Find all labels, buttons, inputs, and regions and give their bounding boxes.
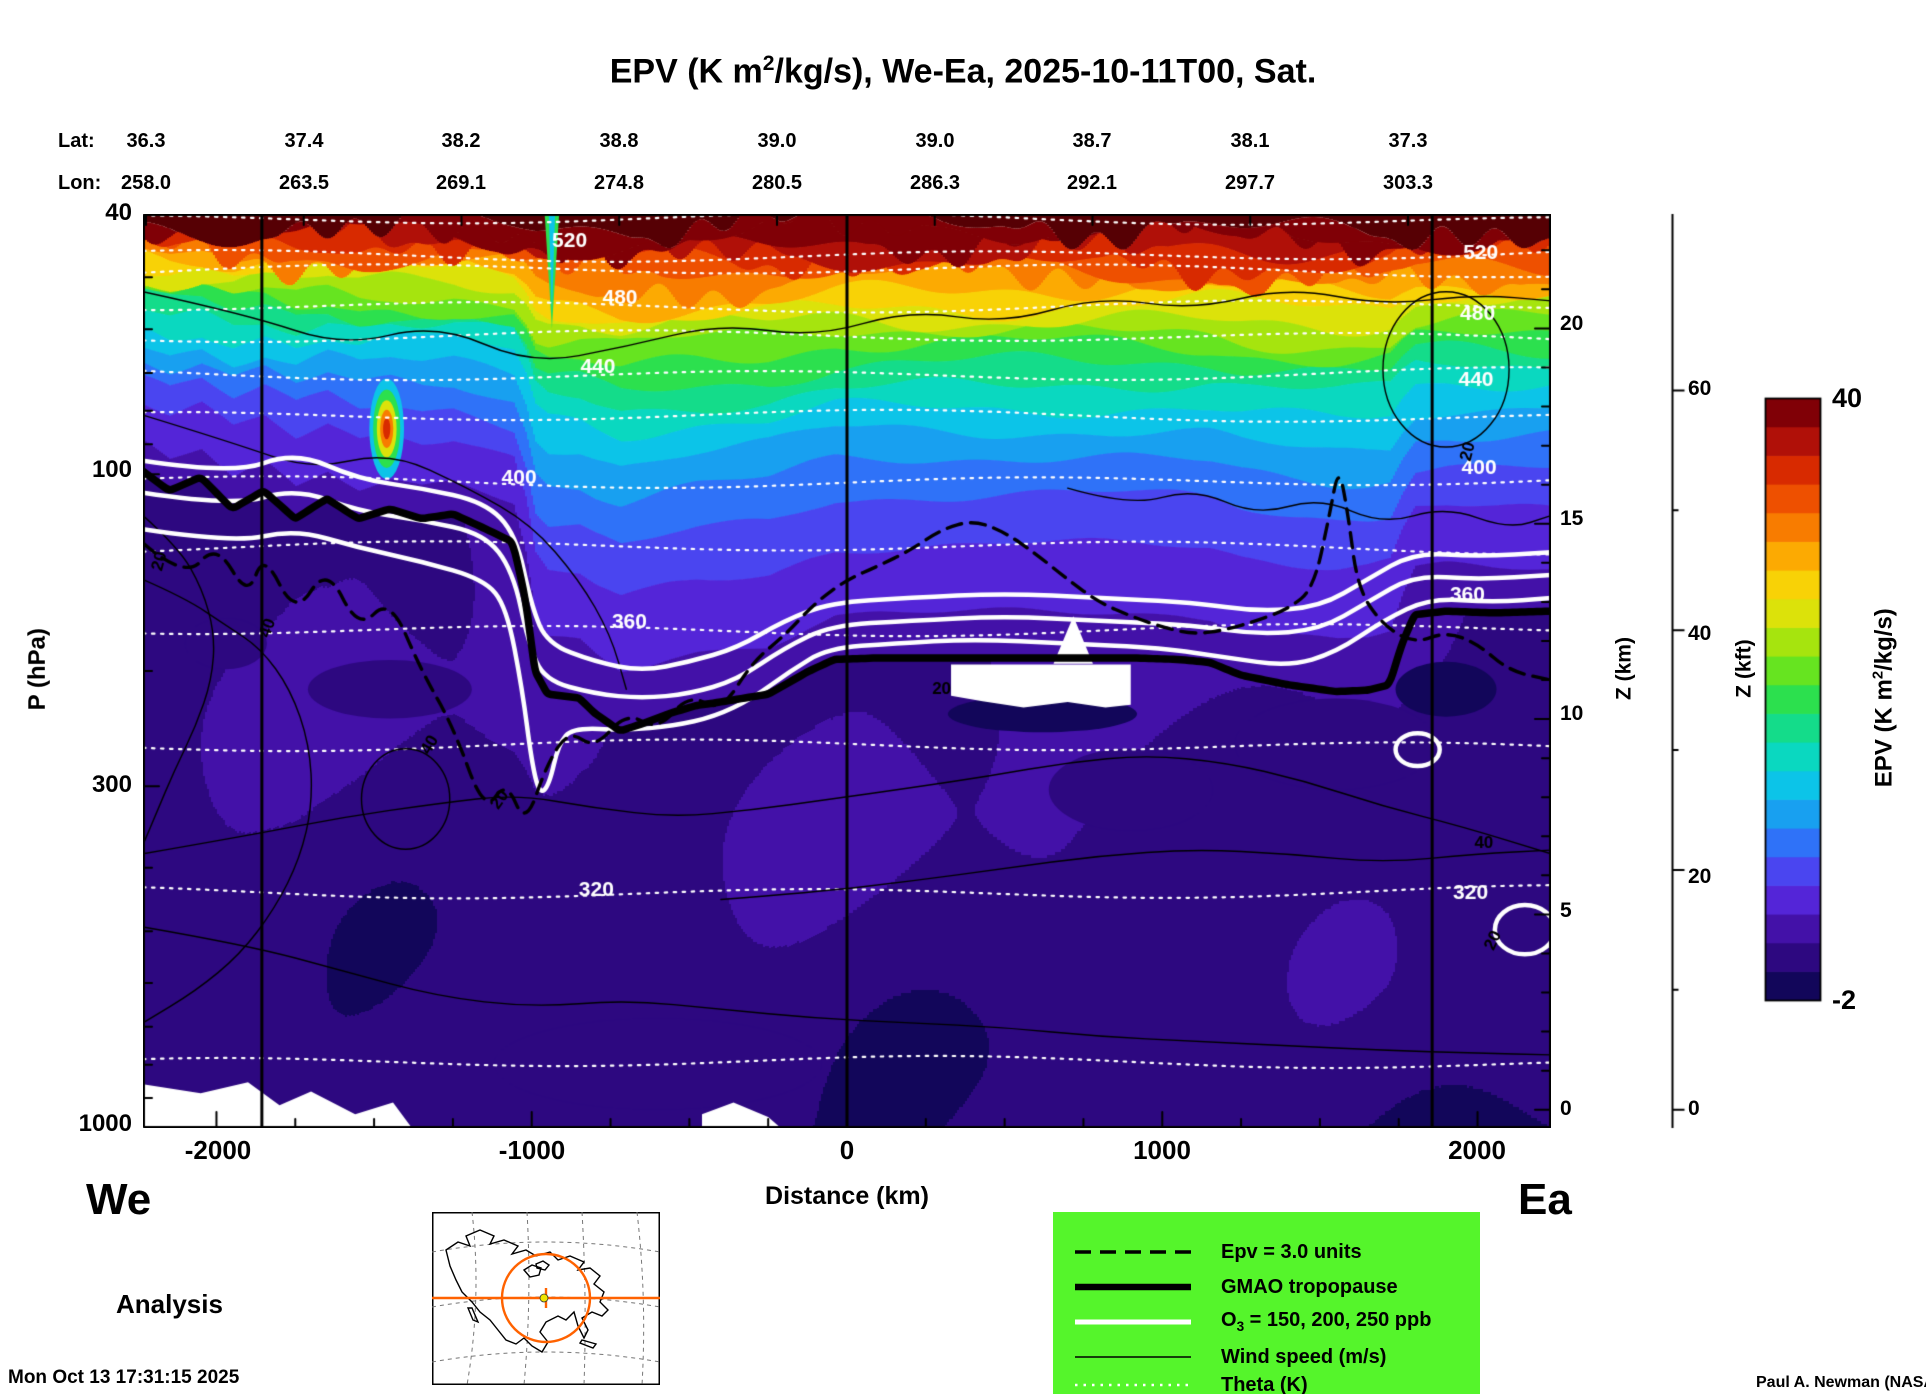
legend-label-ozone: O3 = 150, 200, 250 ppb [1221,1309,1431,1335]
lon-axis-label: Lon: [58,172,102,194]
lon-value: 263.5 [278,172,330,194]
legend-row-theta: Theta (K) [1073,1372,1308,1394]
pressure-tick-40: 40 [105,199,132,226]
colorbar-axis-label: EPV (K m2/kg/s) [1870,548,1897,848]
analysis-label: Analysis [116,1289,223,1319]
zkft-tick-40: 40 [1688,622,1712,645]
zkm-tick-20: 20 [1560,312,1584,335]
colorbar-label-sup: 2 [1870,670,1887,680]
lat-value: 37.3 [1388,130,1428,152]
dashed-line-icon [1075,1250,1191,1254]
map-range-ring [500,1252,592,1344]
lat-value: 36.3 [126,130,166,152]
title-prefix: EPV (K m [609,52,763,91]
credit: Paul A. Newman (NASA [1756,1374,1926,1391]
pressure-tick-1000: 1000 [78,1110,132,1137]
ozone-label-sub: 3 [1236,1319,1245,1335]
legend-row-tropopause: GMAO tropopause [1073,1274,1398,1300]
x-axis-label: Distance (km) [765,1182,929,1210]
zkft-tick-20: 20 [1688,865,1712,888]
legend-label-epv3: Epv = 3.0 units [1221,1241,1362,1263]
lat-value: 38.8 [599,130,639,152]
plot-canvas [143,214,1551,1128]
lon-value: 280.5 [751,172,803,194]
thick-line-icon [1075,1283,1191,1291]
title-sup: 2 [762,52,775,75]
zkft-tick-0: 0 [1688,1097,1700,1120]
colorbar-max-label: 40 [1832,383,1863,413]
x-tick--1000: -1000 [498,1135,566,1165]
dotted-line-icon [1075,1383,1191,1387]
colorbar-label-suffix: /kg/s) [1870,608,1898,671]
map-inset [431,1211,661,1386]
legend: Epv = 3.0 units GMAO tropopause O3 = 150… [1053,1212,1480,1394]
lat-value: 39.0 [757,130,797,152]
zkm-tick-5: 5 [1560,899,1572,922]
thin-line-icon [1075,1356,1191,1358]
x-tick-1000: 1000 [1133,1135,1191,1165]
lon-value: 303.3 [1382,172,1434,194]
lat-value: 38.2 [441,130,481,152]
pressure-tick-100: 100 [91,456,132,483]
legend-row-wind: Wind speed (m/s) [1073,1344,1386,1370]
x-tick-0: 0 [839,1135,855,1165]
lon-value: 297.7 [1224,172,1276,194]
legend-row-epv3: Epv = 3.0 units [1073,1239,1362,1265]
lon-value: 286.3 [909,172,961,194]
zkm-axis-label: Z (km) [1612,637,1636,701]
zkm-tick-10: 10 [1560,702,1584,725]
legend-label-wind: Wind speed (m/s) [1221,1346,1387,1368]
legend-label-theta: Theta (K) [1221,1374,1308,1394]
title-suffix: /kg/s), We-Ea, 2025-10-11T00, Sat. [774,52,1317,91]
page-title: EPV (K m2/kg/s), We-Ea, 2025-10-11T00, S… [0,52,1926,91]
lon-value: 269.1 [435,172,487,194]
colorbar-min-label: -2 [1832,985,1857,1015]
map-location-marker [539,1293,549,1303]
zkft-axis-label: Z (kft) [1732,639,1756,698]
map-coastline [445,1229,609,1353]
ozone-label-suffix: = 150, 200, 250 ppb [1244,1309,1432,1332]
x-tick--2000: -2000 [184,1135,252,1165]
zkm-tick-0: 0 [1560,1097,1572,1120]
lat-axis-label: Lat: [58,130,95,152]
west-endpoint-label: We [86,1175,152,1224]
lat-value: 37.4 [284,130,324,152]
ozone-label-prefix: O [1221,1309,1237,1332]
pressure-axis-label: P (hPa) [23,628,51,711]
zkft-tick-60: 60 [1688,377,1712,400]
lat-value: 38.7 [1072,130,1112,152]
white-line-icon [1075,1319,1191,1325]
timestamp: Mon Oct 13 17:31:15 2025 [8,1367,240,1388]
lat-value: 38.1 [1230,130,1270,152]
lon-value: 274.8 [593,172,645,194]
lat-value: 39.0 [915,130,955,152]
map-inset-svg [431,1211,661,1386]
legend-label-tropopause: GMAO tropopause [1221,1276,1398,1298]
legend-row-ozone: O3 = 150, 200, 250 ppb [1073,1309,1431,1335]
east-endpoint-label: Ea [1518,1175,1572,1224]
lon-value: 258.0 [120,172,172,194]
x-tick-2000: 2000 [1448,1135,1506,1165]
lon-value: 292.1 [1066,172,1118,194]
pressure-tick-300: 300 [91,771,132,798]
zkm-tick-15: 15 [1560,507,1584,530]
colorbar-label-prefix: EPV (K m [1870,679,1898,788]
